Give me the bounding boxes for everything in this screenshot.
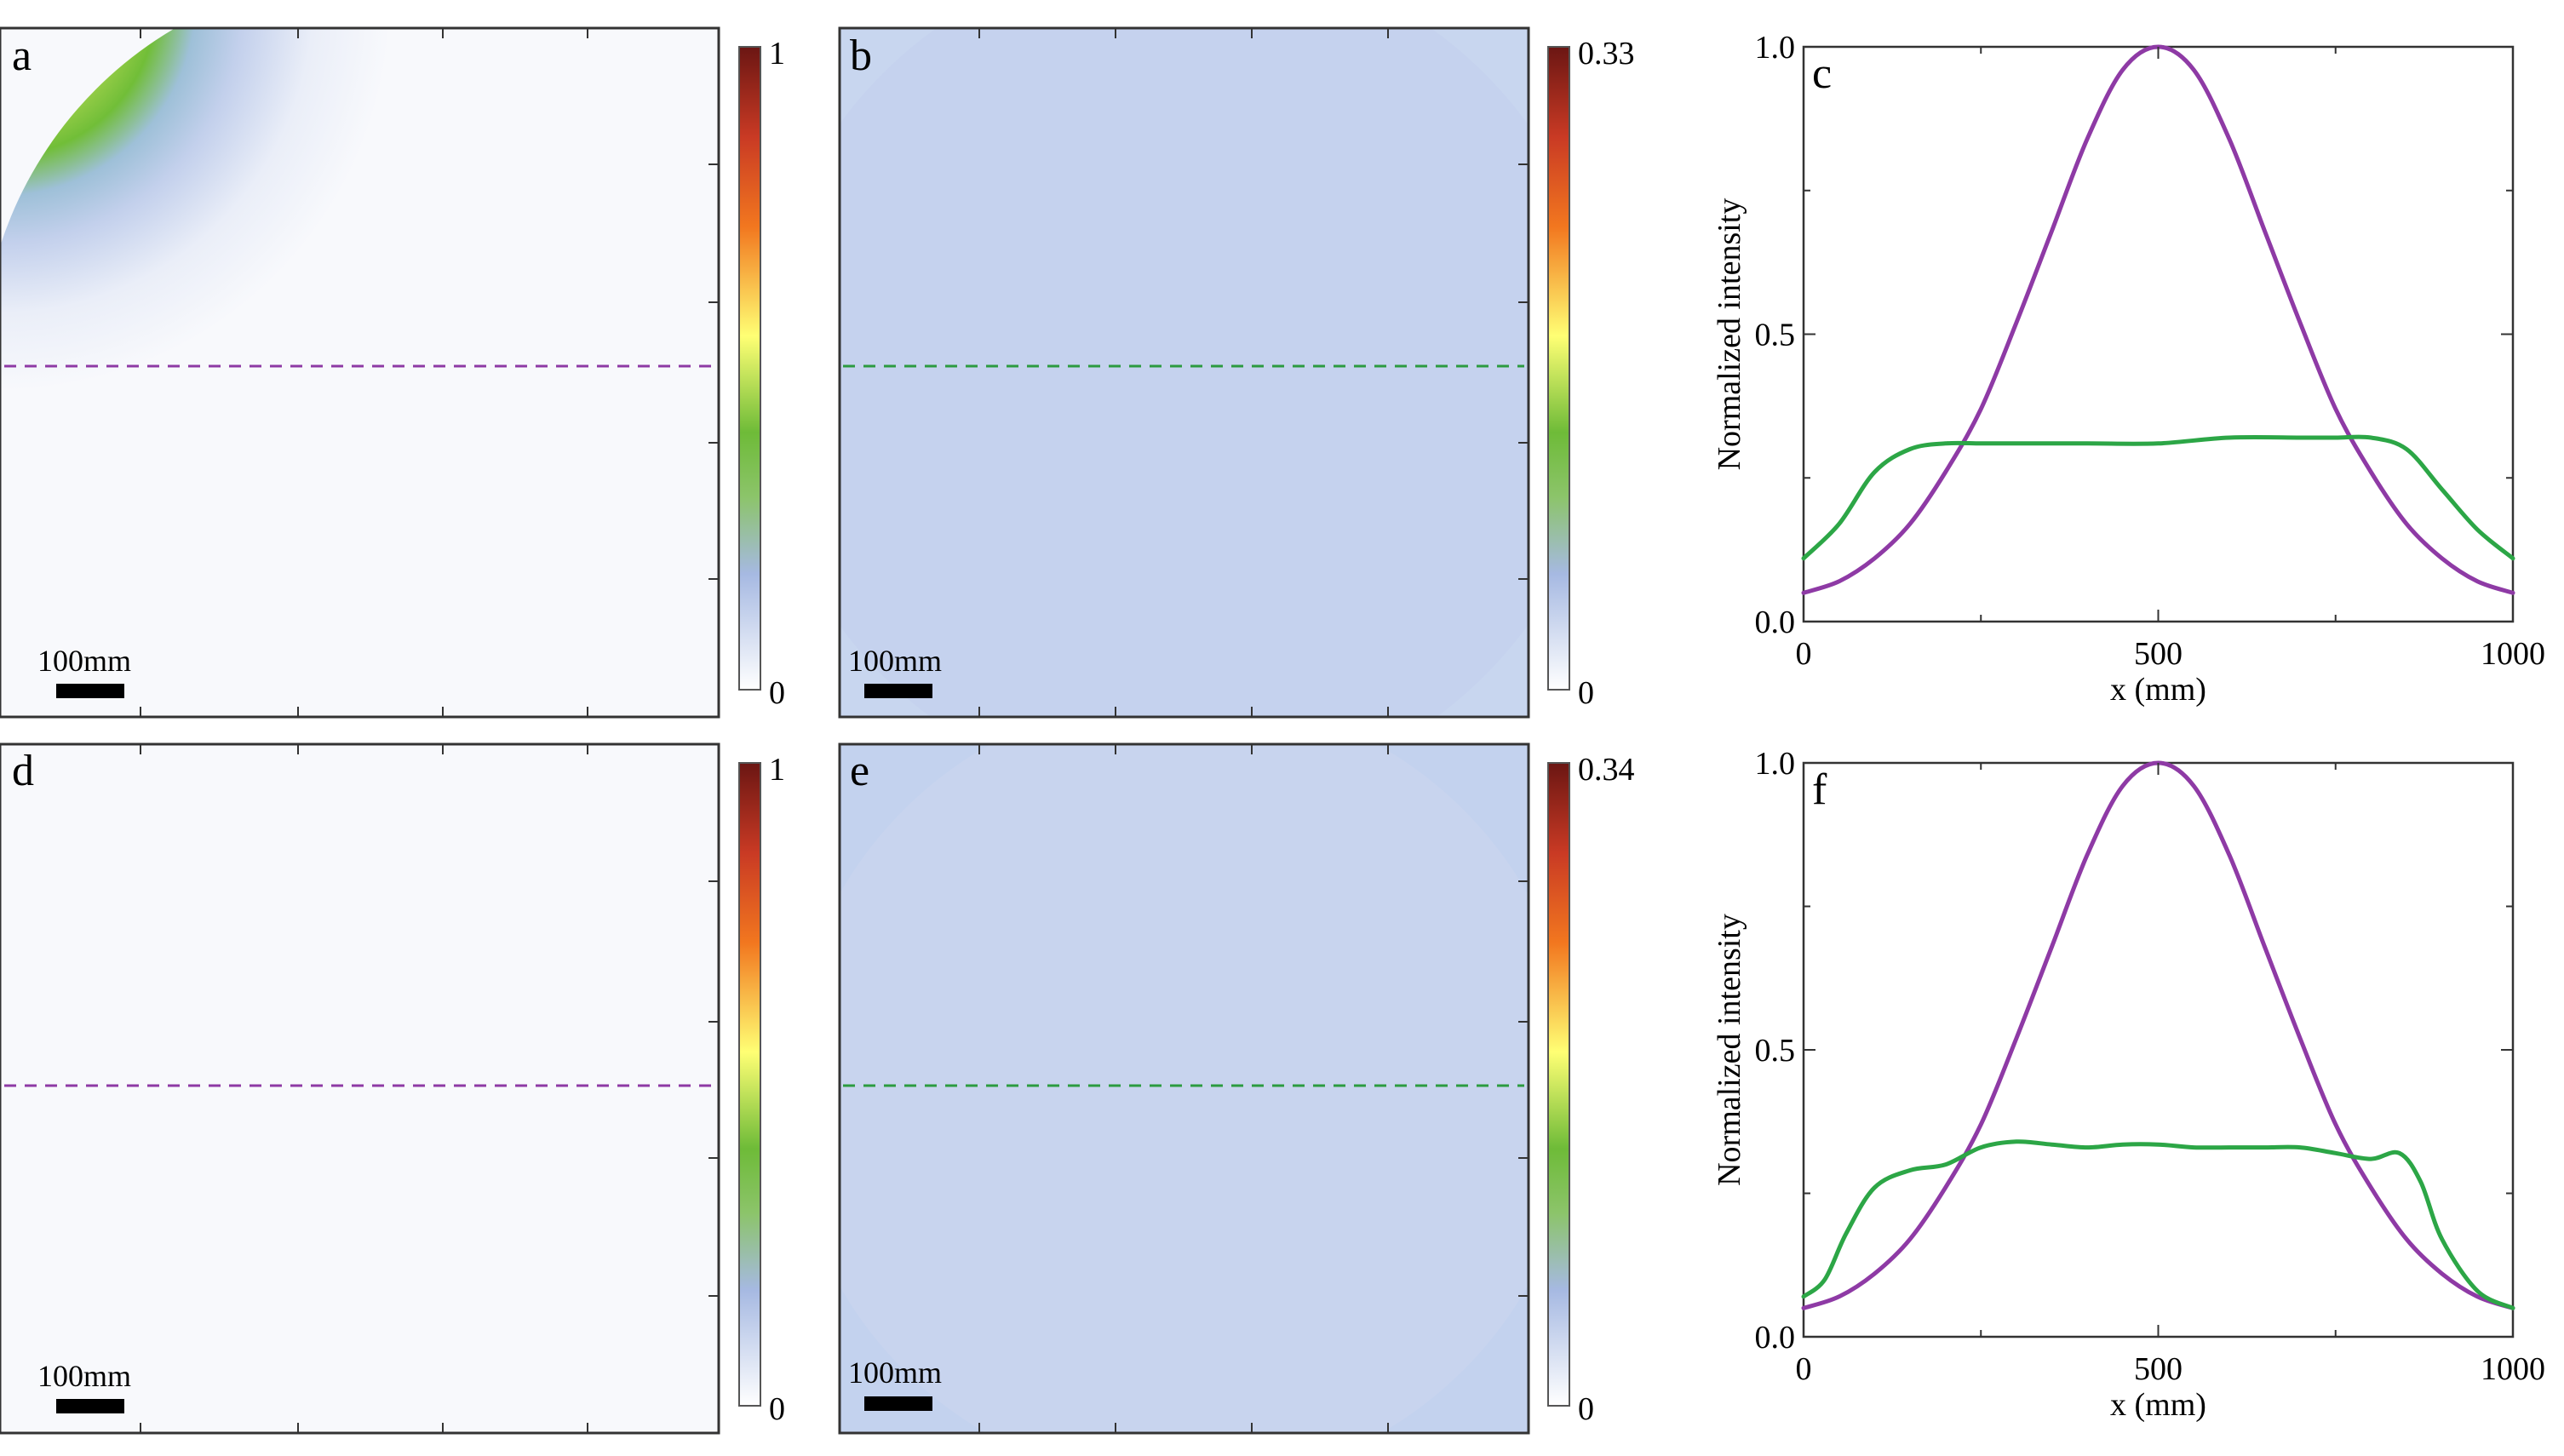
chart-c-ytick-label: 0.5	[1755, 318, 1796, 353]
panel-d: d 100mm 1 0	[0, 742, 785, 1435]
panel-a-cbar-min: 0	[769, 675, 785, 711]
chart-c: 0 500 1000 0.0 0.5 1.0 x (mm) Normalized intens…	[1712, 30, 2545, 708]
panel-a-ticks	[140, 28, 719, 717]
chart-f-ytick-label: 0.5	[1755, 1033, 1796, 1069]
chart-c-frame	[1802, 45, 2515, 623]
chart-f-series-gaussian	[1801, 760, 2515, 1310]
panel-d-label: d	[12, 747, 34, 795]
panel-d-scale-label: 100mm	[37, 1359, 131, 1393]
panel-d-ticks	[140, 744, 719, 1433]
panel-a-beam-spot	[0, 28, 719, 717]
panel-d-cbar-min: 0	[769, 1391, 785, 1427]
panel-b: b 100mm 0.33 0	[838, 26, 1635, 719]
chart-c-xtick-label: 0	[1796, 636, 1812, 672]
panel-b-cbar-min: 0	[1578, 675, 1594, 711]
panel-b-beam-spot	[840, 28, 1529, 717]
panel-e-colorbar	[1547, 762, 1570, 1407]
panel-e-scale-bar	[864, 1396, 932, 1411]
panel-a-scale-bar	[56, 684, 124, 698]
chart-c-xtick-label: 500	[2134, 636, 2183, 672]
panel-b-scale-bar	[864, 684, 932, 698]
chart-c-ytick-label: 0.0	[1755, 605, 1796, 640]
chart-f-panel-label: f	[1812, 765, 1827, 814]
panel-b-cbar-max: 0.33	[1578, 36, 1635, 72]
panel-a-scale-label: 100mm	[37, 644, 131, 678]
chart-f-ytick-label: 0.0	[1755, 1320, 1796, 1356]
chart-f-xtick-label: 1000	[2481, 1351, 2545, 1387]
panel-a-colorbar	[738, 46, 761, 691]
chart-c-panel-label: c	[1812, 49, 1832, 98]
panel-a-label: a	[12, 32, 32, 80]
chart-c-series-flattop	[1801, 434, 2515, 561]
chart-f-series-flattop	[1801, 1139, 2515, 1310]
panel-b-frame	[838, 26, 1530, 719]
panel-a-frame	[0, 26, 720, 719]
chart-f-xlabel: x (mm)	[2110, 1387, 2206, 1423]
chart-c-xlabel: x (mm)	[2110, 672, 2206, 708]
panel-b-ticks	[978, 28, 1529, 717]
panel-d-beam-spot	[0, 744, 719, 1433]
chart-f-frame	[1802, 761, 2515, 1338]
panel-e-frame	[838, 742, 1530, 1435]
chart-f: 0 500 1000 0.0 0.5 1.0 x (mm) Normalized intens…	[1712, 746, 2545, 1423]
panel-d-scale-bar	[56, 1399, 124, 1413]
panel-a-cbar-max: 1	[769, 36, 785, 72]
chart-c-xtick-label: 1000	[2481, 636, 2545, 672]
chart-c-ylabel: Normalized intensity	[1712, 198, 1747, 471]
panel-e-label: e	[850, 747, 869, 795]
chart-f-xtick-label: 0	[1796, 1351, 1812, 1387]
chart-c-ytick-label: 1.0	[1755, 30, 1796, 66]
panel-a: a 100mm 1 0	[0, 26, 785, 719]
panel-e-cbar-min: 0	[1578, 1391, 1594, 1427]
chart-f-ytick-label: 1.0	[1755, 746, 1796, 782]
panel-b-colorbar	[1547, 46, 1570, 691]
panel-e-cbar-max: 0.34	[1578, 752, 1635, 788]
panel-e-ticks	[978, 744, 1529, 1433]
panel-e: e 100mm 0.34 0	[838, 742, 1635, 1435]
panel-d-cbar-max: 1	[769, 752, 785, 788]
panel-d-frame	[0, 742, 720, 1435]
chart-c-series-gaussian	[1801, 44, 2515, 595]
panel-d-colorbar	[738, 762, 761, 1407]
panel-b-scale-label: 100mm	[848, 644, 942, 678]
panel-b-label: b	[850, 32, 872, 80]
panel-e-scale-label: 100mm	[848, 1356, 942, 1390]
chart-f-ylabel: Normalized intensity	[1712, 914, 1747, 1186]
chart-f-xtick-label: 500	[2134, 1351, 2183, 1387]
panel-e-beam-spot	[840, 744, 1529, 1433]
